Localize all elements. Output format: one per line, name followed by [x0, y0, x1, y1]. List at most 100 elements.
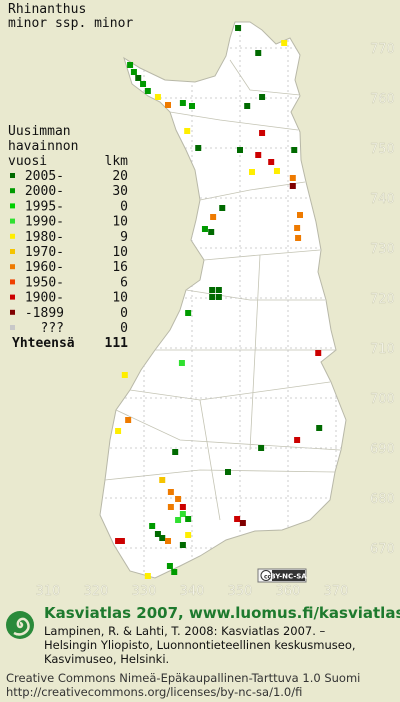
- observation: [125, 417, 132, 423]
- observation: [195, 145, 202, 151]
- legend-swatch: [10, 188, 15, 194]
- observation: [268, 159, 275, 165]
- license-line: http://creativecommons.org/licenses/by-n…: [6, 685, 302, 699]
- y-tick-label: 770: [370, 42, 395, 57]
- observation: [159, 535, 166, 541]
- x-tick-label: 360: [276, 584, 301, 599]
- legend-swatch: [10, 233, 15, 239]
- observation: [244, 103, 251, 109]
- legend-count: 30: [112, 184, 128, 199]
- x-tick-label: 320: [84, 584, 109, 599]
- observations: [115, 25, 323, 579]
- x-tick-label: 370: [324, 584, 349, 599]
- legend: 2005- 20 2000- 30 1995- 0 1990- 10 1980- 9 1970- 10…: [10, 169, 128, 336]
- observation: [118, 538, 125, 544]
- observation: [154, 531, 161, 537]
- observation: [184, 128, 191, 134]
- logo-spiral: [13, 617, 30, 636]
- license-line: Creative Commons Nimeä-Epäkaupallinen-Ta…: [6, 671, 360, 685]
- legend-count: 20: [112, 169, 128, 184]
- citation-line: Kasvimuseo, Helsinki.: [44, 652, 169, 666]
- observation: [215, 294, 222, 300]
- y-tick-label: 740: [370, 192, 395, 207]
- observation: [259, 94, 266, 100]
- observation: [115, 428, 122, 434]
- legend-label: 1995-: [25, 199, 64, 214]
- observation: [315, 350, 322, 356]
- legend-label: 1990-: [25, 215, 64, 230]
- legend-count: 6: [120, 275, 128, 290]
- observation: [201, 226, 208, 232]
- observation: [185, 310, 192, 316]
- observation: [255, 50, 262, 56]
- total-count: 111: [105, 336, 129, 351]
- observation: [291, 147, 298, 153]
- observation: [115, 538, 122, 544]
- observation: [255, 152, 262, 158]
- logo: [6, 611, 34, 639]
- citation-line: Helsingin Yliopisto, Luonnontieteellinen…: [44, 638, 356, 652]
- observation: [289, 183, 296, 189]
- observation: [234, 516, 241, 522]
- observation: [179, 100, 186, 106]
- observation: [121, 372, 128, 378]
- x-tick-label: 340: [180, 584, 205, 599]
- observation: [140, 81, 147, 87]
- badge-text: BY-NC-SA: [270, 573, 307, 581]
- badge-icon-text: cc: [264, 574, 272, 581]
- legend-label: 1900-: [25, 291, 64, 306]
- observation: [273, 168, 280, 174]
- observation: [175, 496, 182, 502]
- title-line: minor ssp. minor: [8, 16, 133, 31]
- legend-swatch: [10, 264, 15, 270]
- brand: Kasviatlas 2007, www.luomus.fi/kasviatla…: [44, 604, 400, 622]
- observation: [209, 294, 216, 300]
- observation: [316, 425, 323, 431]
- observation: [294, 225, 301, 231]
- legend-label: 1970-: [25, 245, 64, 260]
- legend-label: ???: [41, 321, 64, 336]
- legend-count: 16: [112, 260, 128, 275]
- observation: [159, 477, 166, 483]
- observation: [167, 504, 174, 510]
- legend-label: -1899: [25, 306, 64, 321]
- legend-count: 10: [112, 245, 128, 260]
- citation-line: Lampinen, R. & Lahti, T. 2008: Kasviatla…: [44, 624, 326, 638]
- y-tick-label: 730: [370, 242, 395, 257]
- legend-heading: havainnon: [8, 139, 78, 154]
- observation: [154, 94, 161, 100]
- observation: [185, 532, 192, 538]
- axes: 310 320 330 340 350 360 370 770 760 750 740 730 720 7…: [35, 42, 395, 599]
- legend-swatch: [10, 325, 15, 330]
- legend-heading: Uusimman: [8, 124, 71, 139]
- legend-count: 10: [112, 291, 128, 306]
- legend-label: 2000-: [25, 184, 64, 199]
- y-tick-label: 720: [370, 292, 395, 307]
- legend-swatch: [10, 294, 15, 300]
- observation: [167, 489, 174, 495]
- observation: [209, 287, 216, 293]
- observation: [165, 538, 171, 544]
- title-line: Rhinanthus: [8, 2, 86, 17]
- region-borders: [104, 59, 341, 521]
- legend-label: 1980-: [25, 230, 64, 245]
- legend-swatch: [10, 203, 15, 209]
- observation: [210, 214, 217, 220]
- observation: [237, 147, 243, 153]
- observation: [144, 88, 151, 94]
- observation: [249, 169, 255, 175]
- observation: [225, 469, 231, 475]
- observation: [219, 205, 226, 211]
- observation: [281, 40, 288, 46]
- legend-label: 1950-: [25, 275, 64, 290]
- legend-count: 10: [112, 215, 128, 230]
- x-tick-label: 330: [132, 584, 157, 599]
- legend-label: 2005-: [25, 169, 64, 184]
- license-badge: cc BY-NC-SA: [257, 568, 307, 583]
- observation: [179, 511, 186, 517]
- observation: [130, 69, 137, 75]
- observation: [235, 25, 242, 31]
- legend-swatch: [10, 279, 15, 285]
- observation: [215, 287, 222, 293]
